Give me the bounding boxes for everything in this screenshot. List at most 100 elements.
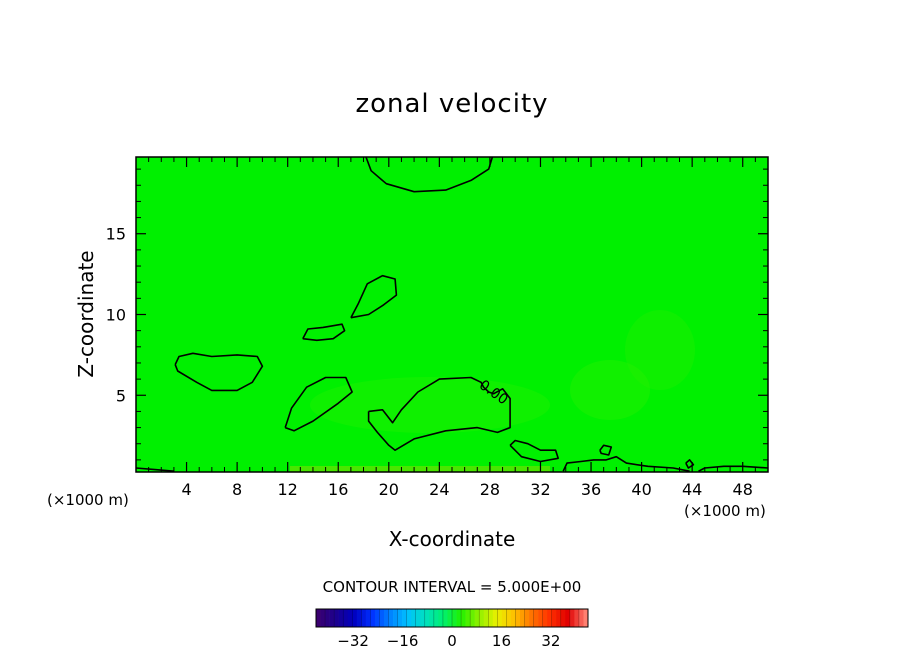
color-bar-swatch: [465, 609, 471, 627]
color-bar-swatch: [574, 609, 580, 627]
color-bar-swatch: [538, 609, 543, 627]
color-bar-swatch: [569, 609, 575, 627]
x-tick-label: 32: [530, 480, 550, 499]
color-bar-tick-label: −32: [337, 632, 369, 650]
zero-contour-central-lobe: [367, 376, 511, 451]
x-unit-left: (×1000 m): [47, 491, 129, 509]
color-bar-swatch: [578, 609, 584, 627]
x-unit-right: (×1000 m): [684, 502, 766, 520]
field-shade-low: [310, 377, 550, 433]
zero-contour-top-bulge: [365, 156, 494, 193]
x-tick-label: 16: [328, 480, 348, 499]
velocity-field: [136, 157, 768, 472]
field-shade-right: [570, 360, 650, 420]
x-axis-ticks: 4 8 12 16 20 24 28 32 36 40 44 48: [135, 157, 769, 499]
color-bar-swatch: [393, 609, 398, 627]
color-bar: −32 −16 0 16 32: [315, 608, 589, 650]
field-shade-right-2: [625, 310, 695, 390]
color-bar-swatch: [420, 609, 426, 627]
color-bar-swatch: [343, 609, 349, 627]
color-bar-swatch: [352, 609, 358, 627]
color-bar-swatch: [379, 609, 385, 627]
color-bar-swatch: [433, 609, 439, 627]
color-bar-swatch: [429, 609, 435, 627]
color-bar-swatch: [461, 609, 466, 627]
zero-contour-left-floor: [135, 467, 174, 472]
color-bar-swatch: [515, 609, 521, 627]
color-bar-swatch: [320, 609, 326, 627]
color-bar-swatch: [520, 609, 525, 627]
color-bar-swatch: [424, 609, 430, 627]
zero-contour-patch-6: [174, 352, 264, 392]
color-bar-swatch: [334, 609, 339, 627]
x-tick-label: 24: [429, 480, 449, 499]
color-bar-swatch: [365, 609, 371, 627]
color-bar-swatch: [497, 609, 503, 627]
color-bar-swatch: [565, 609, 571, 627]
zero-contour-patch-9: [302, 323, 346, 342]
zero-contour-patch-10-12: [350, 274, 398, 319]
color-bar-swatch: [547, 609, 553, 627]
color-bar-swatch: [510, 609, 516, 627]
color-bar-swatch: [456, 609, 462, 627]
color-bar-swatch: [542, 609, 548, 627]
color-bar-tick-label: 16: [492, 632, 511, 650]
x-tick-label: 20: [379, 480, 399, 499]
x-tick-label: 36: [581, 480, 601, 499]
y-axis-ticks: 5 10 15: [106, 168, 768, 461]
x-tick-label: 44: [682, 480, 702, 499]
color-bar-swatch: [506, 609, 512, 627]
color-bar-swatch: [488, 609, 494, 627]
chart-title: zonal velocity: [355, 89, 548, 119]
color-bar-swatch: [442, 609, 448, 627]
x-tick-label: 4: [181, 480, 191, 499]
zero-contour-tail-right: [698, 465, 769, 472]
color-bar-swatch: [329, 609, 335, 627]
color-bar-swatch: [374, 609, 380, 627]
color-bar-swatch: [370, 609, 376, 627]
color-bar-swatch: [524, 609, 530, 627]
zero-contour-patch-32: [509, 439, 559, 463]
color-bar-swatch: [406, 609, 412, 627]
color-bar-swatch: [361, 609, 367, 627]
color-bar-swatch: [529, 609, 534, 627]
color-bar-swatch: [397, 609, 403, 627]
contour-interval-label: CONTOUR INTERVAL = 5.000E+00: [323, 578, 582, 596]
color-bar-swatch: [388, 609, 394, 627]
color-bar-swatch: [583, 609, 589, 627]
x-tick-label: 8: [232, 480, 242, 499]
zero-contour-patch-3: [284, 376, 353, 432]
contour-lines: [135, 156, 769, 472]
color-bar-swatch: [452, 609, 457, 627]
color-bar-swatch: [325, 609, 330, 627]
y-tick-label: 5: [116, 386, 126, 405]
y-tick-label: 15: [106, 225, 126, 244]
color-bar-swatch: [483, 609, 489, 627]
field-shade-floor: [290, 466, 550, 472]
x-tick-label: 12: [278, 480, 298, 499]
color-bar-swatch: [411, 609, 417, 627]
color-bar-swatch: [551, 609, 557, 627]
color-bar-swatch: [474, 609, 480, 627]
x-tick-label: 48: [733, 480, 753, 499]
color-bar-swatch: [415, 609, 421, 627]
color-bar-swatch: [479, 609, 485, 627]
color-bar-swatch: [338, 609, 344, 627]
y-tick-label: 10: [106, 306, 126, 325]
color-bar-swatch: [447, 609, 453, 627]
color-bar-swatch: [492, 609, 498, 627]
color-bar-swatch: [402, 609, 407, 627]
zero-contour-right-floor: [562, 455, 690, 472]
color-bar-swatch: [384, 609, 389, 627]
color-bar-frame: [315, 608, 589, 628]
x-axis-label: X-coordinate: [389, 527, 516, 551]
zero-contour-small-36: [599, 444, 613, 456]
color-bar-swatch: [501, 609, 507, 627]
color-bar-swatch: [438, 609, 444, 627]
x-tick-label: 28: [480, 480, 500, 499]
color-bar-tick-label: 32: [541, 632, 560, 650]
color-bar-swatch: [533, 609, 539, 627]
color-bar-swatch: [556, 609, 562, 627]
color-bar-swatch: [470, 609, 475, 627]
